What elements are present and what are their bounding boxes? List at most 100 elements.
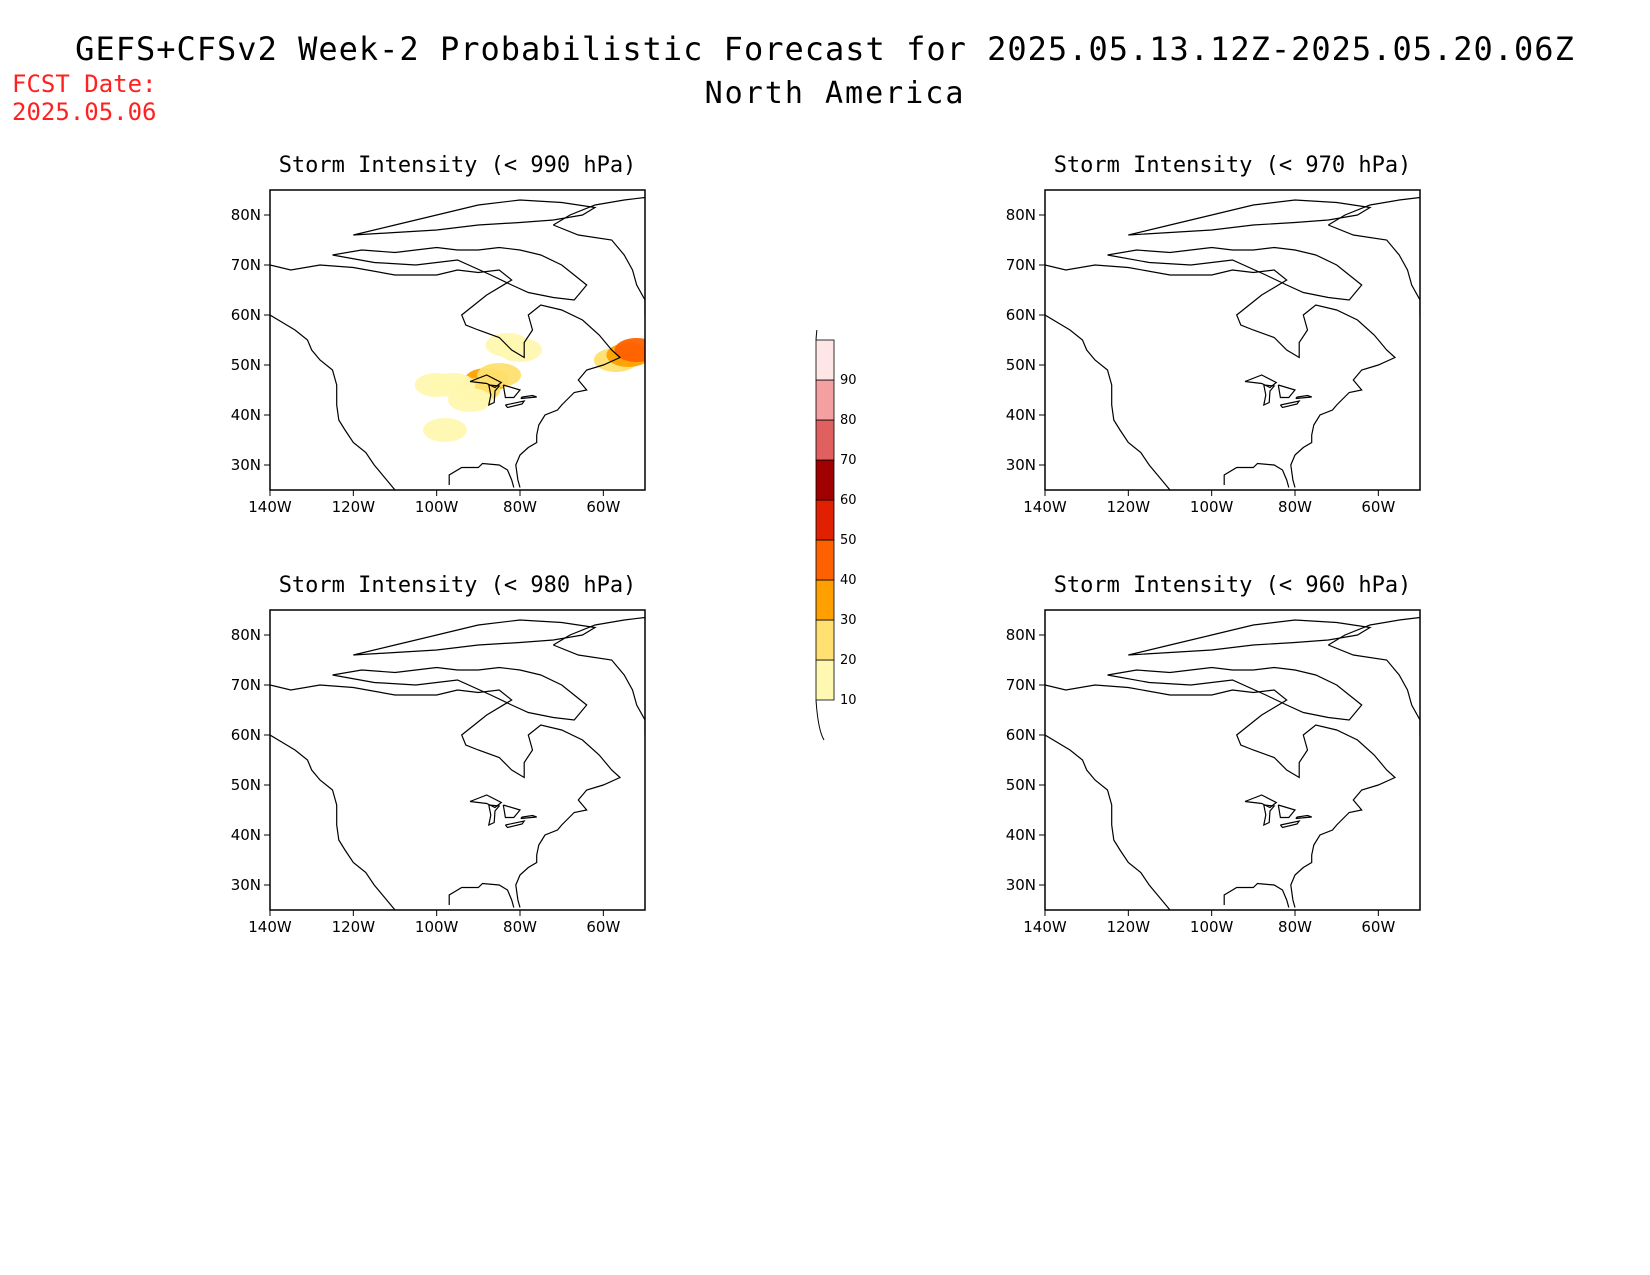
coastline bbox=[1277, 384, 1297, 399]
probability-area bbox=[614, 338, 645, 362]
lon-tick-label: 140W bbox=[248, 498, 292, 516]
lon-tick-label: 60W bbox=[586, 918, 620, 936]
lat-tick-label: 60N bbox=[231, 306, 261, 324]
lat-tick-label: 70N bbox=[231, 256, 261, 274]
colorbar-swatch bbox=[815, 379, 835, 421]
colorbar-swatch bbox=[815, 579, 835, 621]
colorbar-label: 50 bbox=[840, 533, 857, 548]
coastline bbox=[502, 384, 522, 399]
coastline bbox=[448, 882, 515, 908]
probability-area bbox=[423, 418, 467, 442]
coastline bbox=[1045, 264, 1397, 488]
lon-tick-label: 80W bbox=[503, 498, 537, 516]
map-frame bbox=[269, 609, 646, 911]
map-svg: Storm Intensity (< 980 hPa) 80N 70N 60N 50N 4… bbox=[231, 573, 646, 936]
colorbar-label: 90 bbox=[840, 373, 857, 388]
coastline bbox=[1128, 199, 1372, 236]
coastline bbox=[504, 820, 526, 829]
panel-storm-990: Storm Intensity (< 990 hPa) 80N 70N 60N 50N 4… bbox=[200, 140, 660, 516]
coastline bbox=[332, 666, 588, 721]
map-svg: Storm Intensity (< 960 hPa) 80N 70N 60N 50N 4… bbox=[1006, 573, 1421, 936]
lat-tick-label: 40N bbox=[1006, 406, 1036, 424]
lat-tick-label: 40N bbox=[231, 826, 261, 844]
coastline bbox=[448, 462, 515, 488]
lat-tick-label: 50N bbox=[231, 776, 261, 794]
coastline bbox=[487, 384, 501, 407]
lon-tick-label: 60W bbox=[586, 498, 620, 516]
coastline bbox=[552, 196, 645, 226]
coastline bbox=[1128, 619, 1372, 656]
coastline bbox=[1295, 814, 1312, 820]
lon-tick-label: 100W bbox=[1190, 918, 1234, 936]
coastline bbox=[1107, 666, 1363, 721]
coastline bbox=[1279, 400, 1301, 409]
lat-tick-label: 50N bbox=[1006, 356, 1036, 374]
map-svg: Storm Intensity (< 990 hPa) 80N 70N 60N 50N 4… bbox=[231, 153, 646, 516]
colorbar-swatch bbox=[815, 619, 835, 661]
panel-title: Storm Intensity (< 980 hPa) bbox=[279, 573, 637, 598]
region-subtitle: North America bbox=[704, 76, 966, 111]
lon-tick-label: 60W bbox=[1361, 918, 1395, 936]
probability-area bbox=[414, 373, 459, 397]
coastline bbox=[1279, 820, 1301, 829]
coastline bbox=[504, 400, 526, 409]
probability-area bbox=[448, 388, 492, 412]
coastline bbox=[469, 374, 503, 389]
coastline bbox=[520, 394, 537, 400]
coastline bbox=[520, 814, 537, 820]
coastline bbox=[1244, 794, 1278, 809]
coastline bbox=[1244, 374, 1278, 389]
fcst-date-label: FCST Date: bbox=[12, 70, 157, 98]
lat-tick-label: 80N bbox=[1006, 206, 1036, 224]
lon-tick-label: 140W bbox=[248, 918, 292, 936]
coastline bbox=[1328, 644, 1420, 735]
coastline bbox=[1327, 196, 1420, 226]
lon-tick-label: 80W bbox=[1278, 498, 1312, 516]
lon-tick-label: 80W bbox=[1278, 918, 1312, 936]
lat-tick-label: 50N bbox=[231, 356, 261, 374]
colorbar-swatch bbox=[815, 419, 835, 461]
lon-tick-label: 120W bbox=[332, 498, 376, 516]
coastline bbox=[270, 684, 622, 908]
map-svg: Storm Intensity (< 970 hPa) 80N 70N 60N 50N 4… bbox=[1006, 153, 1421, 516]
coastline bbox=[552, 616, 645, 646]
coastline bbox=[1045, 734, 1171, 910]
colorbar-swatch bbox=[815, 539, 835, 581]
coastline bbox=[1277, 804, 1297, 819]
coastline bbox=[1262, 384, 1276, 407]
lat-tick-label: 40N bbox=[231, 406, 261, 424]
lon-tick-label: 120W bbox=[1107, 918, 1151, 936]
colorbar-label: 70 bbox=[840, 453, 857, 468]
lon-tick-label: 140W bbox=[1023, 918, 1067, 936]
colorbar-label: 60 bbox=[840, 493, 857, 508]
coastline bbox=[553, 644, 645, 735]
main-title: GEFS+CFSv2 Week-2 Probabilistic Forecast… bbox=[75, 30, 1575, 68]
panel-storm-970: Storm Intensity (< 970 hPa) 80N 70N 60N 50N 4… bbox=[975, 140, 1435, 516]
coastline bbox=[353, 199, 597, 236]
map-frame bbox=[1044, 609, 1421, 911]
lat-tick-label: 50N bbox=[1006, 776, 1036, 794]
lat-tick-label: 60N bbox=[1006, 306, 1036, 324]
lon-tick-label: 100W bbox=[415, 498, 459, 516]
coastline bbox=[469, 794, 503, 809]
lat-tick-label: 30N bbox=[231, 876, 261, 894]
lat-tick-label: 80N bbox=[231, 206, 261, 224]
coastline bbox=[553, 224, 645, 315]
lon-tick-label: 100W bbox=[415, 918, 459, 936]
panel-title: Storm Intensity (< 960 hPa) bbox=[1054, 573, 1412, 598]
lat-tick-label: 70N bbox=[1006, 676, 1036, 694]
colorbar-swatch bbox=[815, 459, 835, 501]
coastline bbox=[1262, 804, 1276, 827]
lon-tick-label: 80W bbox=[503, 918, 537, 936]
lon-tick-label: 140W bbox=[1023, 498, 1067, 516]
lon-tick-label: 120W bbox=[1107, 498, 1151, 516]
colorbar-swatch bbox=[815, 339, 835, 381]
panel-storm-980: Storm Intensity (< 980 hPa) 80N 70N 60N 50N 4… bbox=[200, 560, 660, 936]
colorbar-swatch bbox=[815, 659, 835, 701]
coastline bbox=[353, 619, 597, 656]
coastline bbox=[270, 264, 622, 488]
lat-tick-label: 80N bbox=[231, 626, 261, 644]
probability-colorbar: 10 20 30 40 50 60 70 80 90 bbox=[800, 299, 870, 754]
coastline bbox=[1223, 462, 1290, 488]
coastline bbox=[1223, 882, 1290, 908]
